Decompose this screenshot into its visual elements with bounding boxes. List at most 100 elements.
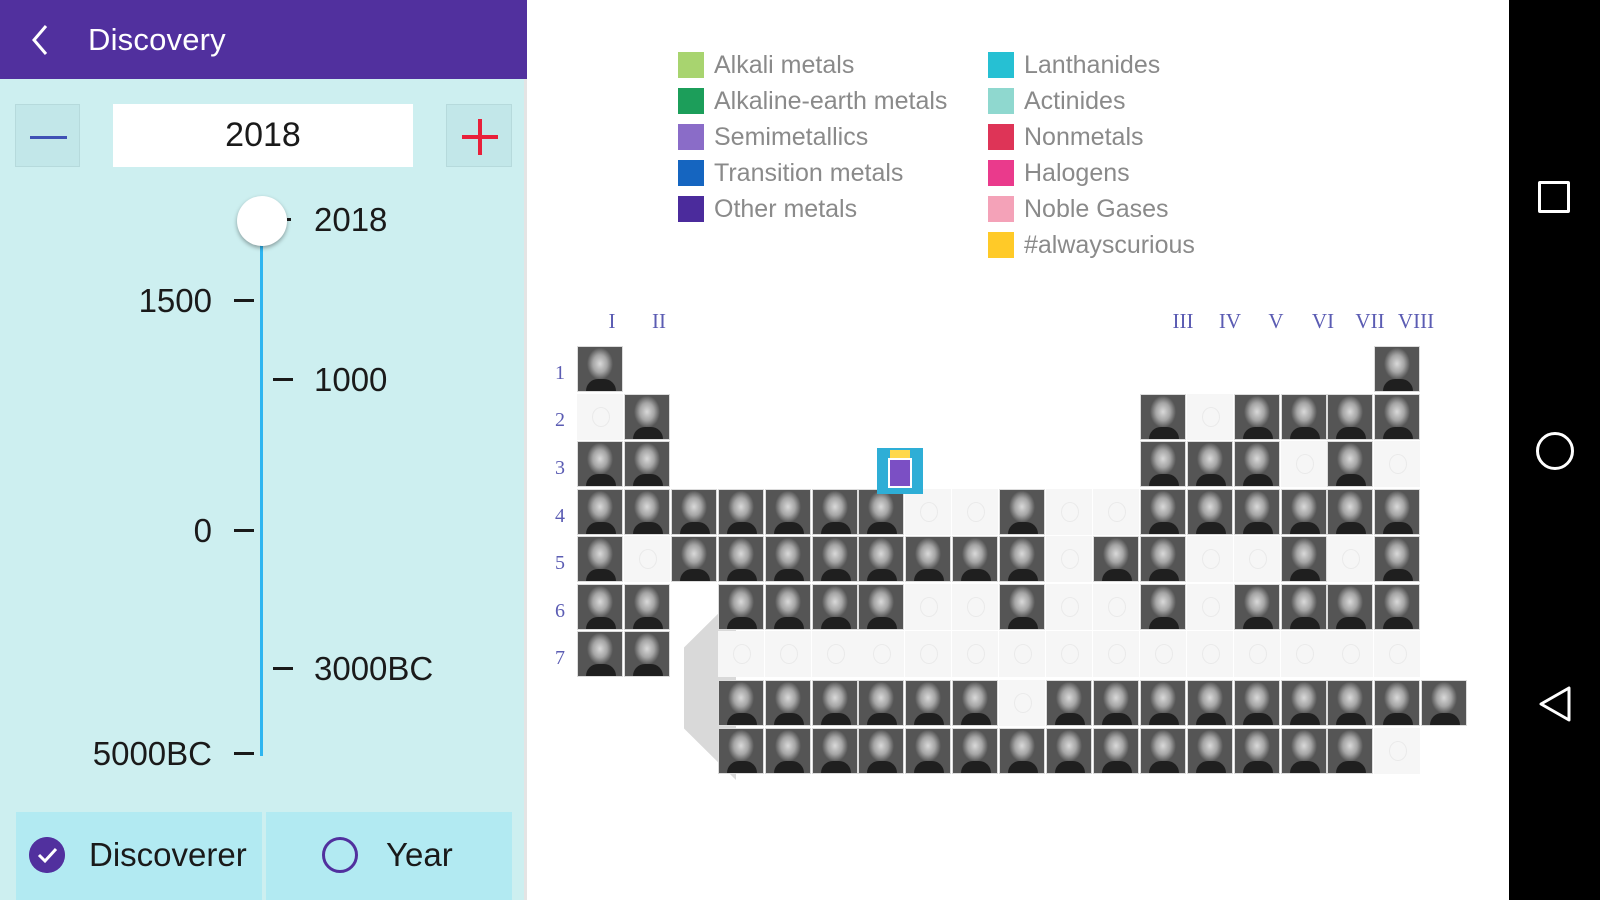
element-cell[interactable] bbox=[1186, 583, 1233, 630]
element-cell[interactable] bbox=[1092, 583, 1139, 630]
element-cell[interactable] bbox=[1233, 488, 1280, 535]
element-cell[interactable] bbox=[1186, 441, 1233, 487]
element-cell[interactable] bbox=[1421, 680, 1468, 726]
element-cell[interactable] bbox=[952, 583, 999, 630]
element-cell[interactable] bbox=[1280, 393, 1327, 440]
element-cell[interactable] bbox=[952, 488, 999, 535]
element-cell[interactable] bbox=[811, 728, 858, 774]
circle-icon[interactable] bbox=[1536, 432, 1574, 470]
element-cell[interactable] bbox=[905, 728, 952, 774]
element-cell[interactable] bbox=[717, 680, 764, 726]
element-cell[interactable] bbox=[1139, 583, 1186, 630]
element-cell[interactable] bbox=[1374, 631, 1421, 677]
element-cell[interactable] bbox=[905, 488, 952, 535]
element-cell[interactable] bbox=[1327, 393, 1374, 440]
element-cell[interactable] bbox=[623, 393, 670, 440]
element-cell[interactable] bbox=[858, 631, 905, 677]
element-cell[interactable] bbox=[1327, 631, 1374, 677]
element-cell[interactable] bbox=[577, 583, 623, 630]
element-cell[interactable] bbox=[1092, 728, 1139, 774]
year-input[interactable]: 2018 bbox=[113, 104, 413, 167]
element-cell[interactable] bbox=[577, 441, 623, 487]
element-cell[interactable] bbox=[1046, 728, 1092, 774]
element-cell[interactable] bbox=[999, 488, 1046, 535]
element-cell[interactable] bbox=[717, 728, 764, 774]
element-cell[interactable] bbox=[952, 536, 999, 582]
element-cell[interactable] bbox=[623, 536, 670, 582]
element-cell[interactable] bbox=[1374, 728, 1421, 774]
element-cell[interactable] bbox=[999, 631, 1046, 677]
element-cell[interactable] bbox=[1280, 728, 1327, 774]
element-cell[interactable] bbox=[858, 488, 905, 535]
element-cell[interactable] bbox=[1186, 631, 1233, 677]
element-cell[interactable] bbox=[1327, 488, 1374, 535]
element-cell[interactable] bbox=[1280, 536, 1327, 582]
element-cell[interactable] bbox=[811, 631, 858, 677]
element-cell[interactable] bbox=[577, 536, 623, 582]
element-cell[interactable] bbox=[1092, 680, 1139, 726]
element-cell[interactable] bbox=[1186, 488, 1233, 535]
element-cell[interactable] bbox=[999, 680, 1046, 726]
element-cell[interactable] bbox=[811, 536, 858, 582]
element-cell[interactable] bbox=[1139, 393, 1186, 440]
element-cell[interactable] bbox=[1233, 536, 1280, 582]
element-cell[interactable] bbox=[577, 393, 623, 440]
element-cell[interactable] bbox=[1139, 728, 1186, 774]
element-cell[interactable] bbox=[623, 583, 670, 630]
timeline-slider[interactable]: 2018 1500 1000 0 3000BC 5000BC bbox=[0, 190, 527, 780]
element-cell[interactable] bbox=[1139, 488, 1186, 535]
element-cell[interactable] bbox=[905, 583, 952, 630]
element-cell[interactable] bbox=[858, 680, 905, 726]
timeline-thumb[interactable] bbox=[237, 196, 287, 246]
element-cell[interactable] bbox=[1374, 488, 1421, 535]
element-cell[interactable] bbox=[1374, 536, 1421, 582]
element-cell[interactable] bbox=[1186, 393, 1233, 440]
element-cell-alwayscurious[interactable] bbox=[877, 448, 923, 494]
element-cell[interactable] bbox=[577, 631, 623, 677]
element-cell[interactable] bbox=[811, 488, 858, 535]
element-cell[interactable] bbox=[764, 536, 811, 582]
element-cell[interactable] bbox=[1186, 728, 1233, 774]
element-cell[interactable] bbox=[1186, 680, 1233, 726]
element-cell[interactable] bbox=[952, 631, 999, 677]
element-cell[interactable] bbox=[1233, 728, 1280, 774]
element-cell[interactable] bbox=[1046, 680, 1092, 726]
element-cell[interactable] bbox=[905, 680, 952, 726]
element-cell[interactable] bbox=[623, 441, 670, 487]
element-cell[interactable] bbox=[1092, 631, 1139, 677]
element-cell[interactable] bbox=[670, 536, 717, 582]
element-cell[interactable] bbox=[1374, 441, 1421, 487]
element-cell[interactable] bbox=[717, 631, 764, 677]
element-cell[interactable] bbox=[1186, 536, 1233, 582]
element-cell[interactable] bbox=[1233, 583, 1280, 630]
square-icon[interactable] bbox=[1538, 181, 1570, 213]
timeline-track[interactable] bbox=[260, 220, 263, 756]
element-cell[interactable] bbox=[1233, 680, 1280, 726]
mode-option-discoverer[interactable]: Discoverer bbox=[16, 812, 262, 900]
element-cell[interactable] bbox=[764, 631, 811, 677]
element-cell[interactable] bbox=[811, 680, 858, 726]
element-cell[interactable] bbox=[1046, 583, 1092, 630]
element-cell[interactable] bbox=[1139, 536, 1186, 582]
element-cell[interactable] bbox=[1139, 631, 1186, 677]
element-cell[interactable] bbox=[1280, 680, 1327, 726]
element-cell[interactable] bbox=[623, 488, 670, 535]
element-cell[interactable] bbox=[999, 583, 1046, 630]
element-cell[interactable] bbox=[1280, 631, 1327, 677]
element-cell[interactable] bbox=[1280, 583, 1327, 630]
element-cell[interactable] bbox=[952, 680, 999, 726]
element-cell[interactable] bbox=[1374, 346, 1421, 392]
decrement-year-button[interactable] bbox=[15, 104, 80, 167]
element-cell[interactable] bbox=[858, 536, 905, 582]
element-cell[interactable] bbox=[1374, 680, 1421, 726]
element-cell[interactable] bbox=[623, 631, 670, 677]
element-cell[interactable] bbox=[1139, 441, 1186, 487]
element-cell[interactable] bbox=[1327, 536, 1374, 582]
element-cell[interactable] bbox=[999, 536, 1046, 582]
element-cell[interactable] bbox=[717, 488, 764, 535]
chevron-left-icon[interactable] bbox=[22, 20, 62, 60]
element-cell[interactable] bbox=[1374, 583, 1421, 630]
element-cell[interactable] bbox=[1327, 680, 1374, 726]
element-cell[interactable] bbox=[670, 488, 717, 535]
element-cell[interactable] bbox=[764, 680, 811, 726]
